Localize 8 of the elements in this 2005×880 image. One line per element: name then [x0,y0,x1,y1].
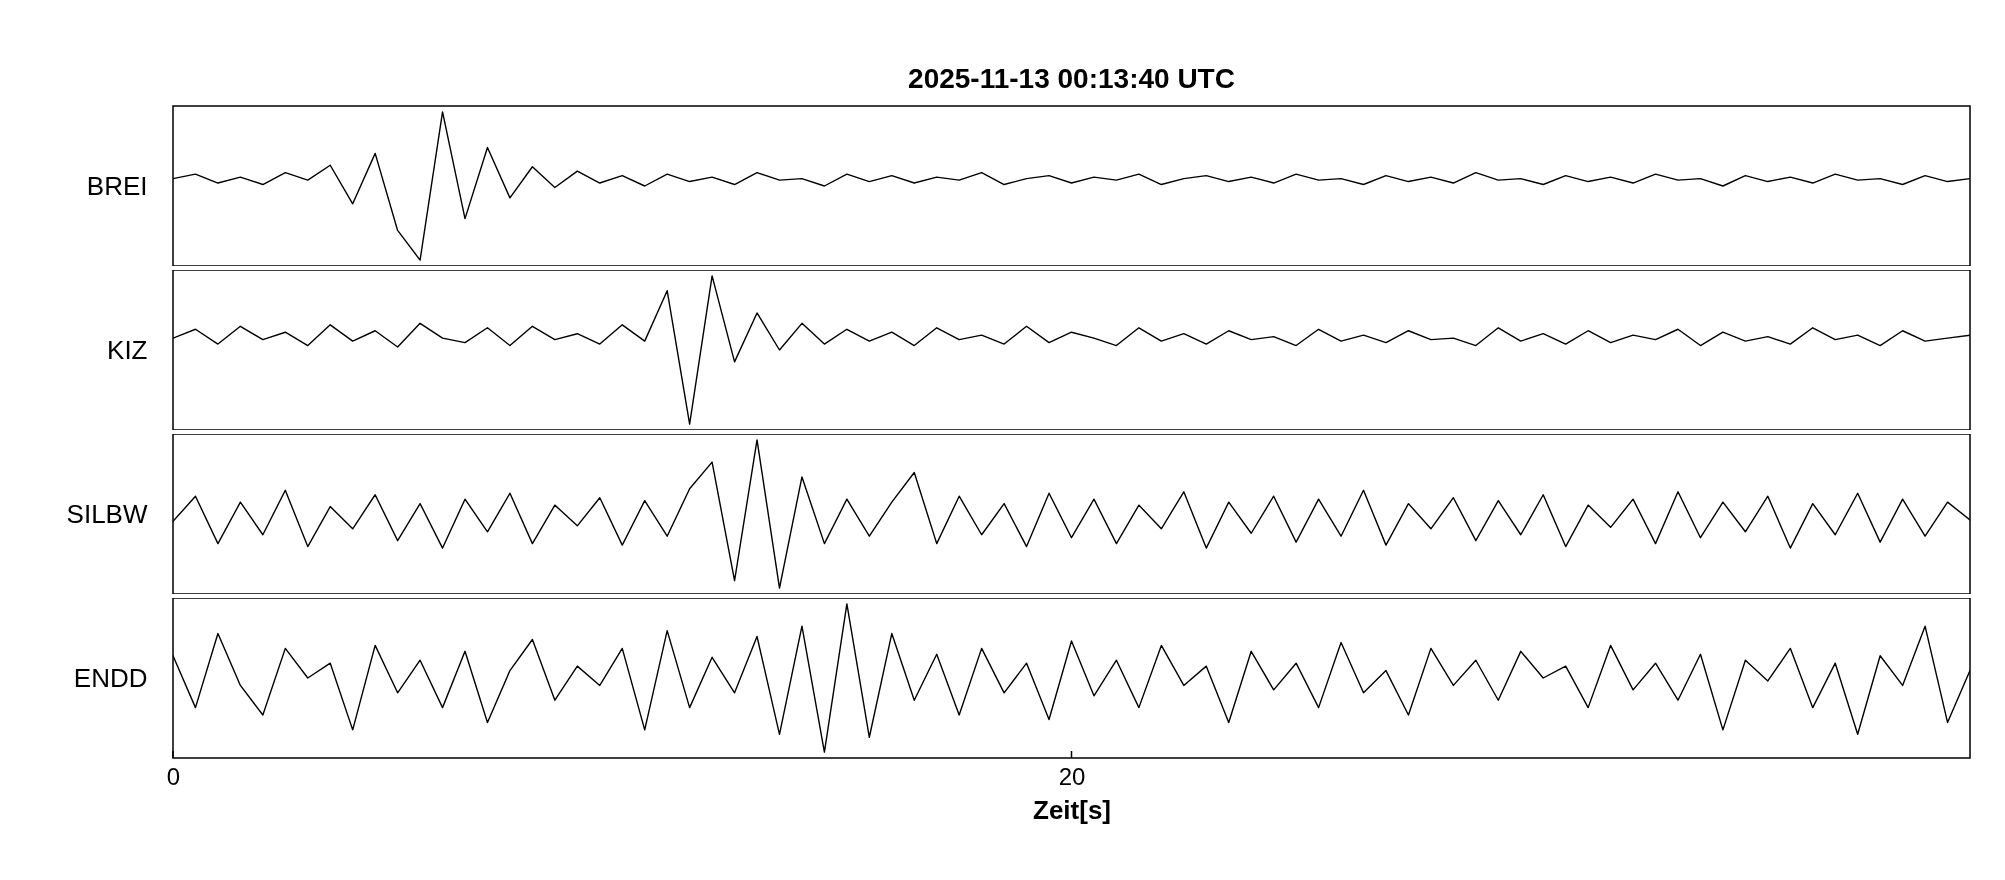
x-tick-label: 20 [1058,762,1086,790]
x-axis-title: Zeit[s] [1033,794,1111,825]
y-axis-title: KIZ [107,334,148,365]
y-axis-title: SILBW [66,498,148,529]
chart-title: 2025-11-13 00:13:40 UTC [908,63,1235,94]
y-axis-title: BREI [86,170,148,201]
y-axis-title: ENDD [73,662,148,693]
x-tick-label: 0 [166,762,181,790]
